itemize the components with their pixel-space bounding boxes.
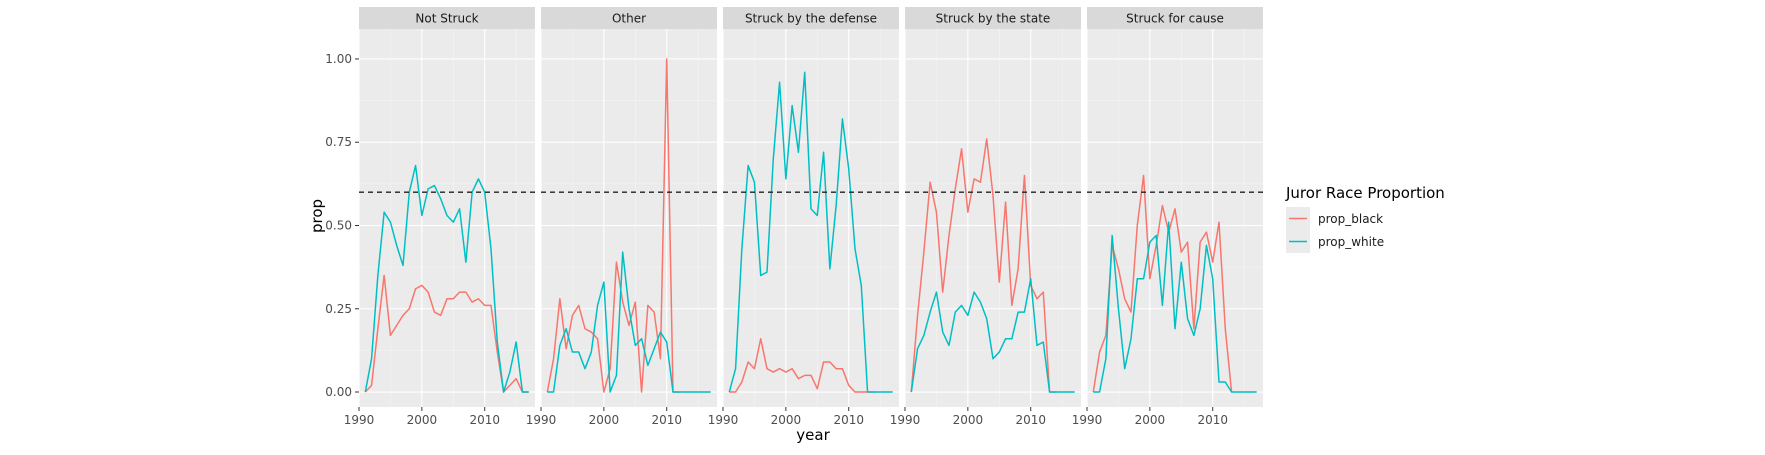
y-tick-label: 0.75 bbox=[325, 135, 352, 149]
x-tick-label: 2000 bbox=[589, 413, 620, 427]
legend-label-prop-white: prop_white bbox=[1318, 235, 1384, 249]
facet-label-struck-by-the-state: Struck by the state bbox=[936, 12, 1051, 26]
series-line-prop-white-struck-by-the-state bbox=[910, 278, 1075, 393]
x-tick-label: 1990 bbox=[526, 413, 557, 427]
x-tick-label: 2010 bbox=[469, 413, 500, 427]
x-tick-label: 1990 bbox=[890, 413, 921, 427]
legend-label-prop-black: prop_black bbox=[1318, 212, 1383, 226]
x-axis-title: year bbox=[796, 426, 830, 444]
facet-struck-by-the-state: Struck by the state bbox=[904, 7, 1081, 407]
y-tick-label: 0.25 bbox=[325, 302, 352, 316]
x-tick-label: 1990 bbox=[344, 413, 375, 427]
legend-entry-prop-black: prop_black bbox=[1286, 207, 1383, 230]
facet-label-other: Other bbox=[612, 12, 646, 26]
x-tick-label: 2000 bbox=[1135, 413, 1166, 427]
x-tick-label: 2010 bbox=[651, 413, 682, 427]
series-line-prop-black-struck-for-cause bbox=[1092, 174, 1233, 393]
x-tick-label: 1990 bbox=[1072, 413, 1103, 427]
series-line-prop-white-other bbox=[547, 251, 711, 393]
panel-background-struck-by-the-state bbox=[905, 29, 1081, 407]
facet-panels: Not Struck Other Struck by the defense Stru… bbox=[358, 7, 1263, 407]
x-tick-label: 2000 bbox=[953, 413, 984, 427]
facet-strip-struck-for-cause bbox=[1087, 7, 1263, 29]
x-tick-label: 2000 bbox=[407, 413, 438, 427]
legend-title: Juror Race Proportion bbox=[1285, 184, 1445, 202]
y-tick-label: 1.00 bbox=[325, 52, 352, 66]
facet-struck-by-the-defense: Struck by the defense bbox=[722, 7, 899, 407]
y-axis-title: prop bbox=[308, 199, 326, 233]
panel-background-struck-by-the-defense bbox=[723, 29, 899, 407]
series-line-prop-white-not-struck bbox=[364, 164, 529, 393]
facet-other: Other bbox=[540, 7, 717, 407]
facet-label-struck-for-cause: Struck for cause bbox=[1126, 12, 1224, 26]
facet-struck-for-cause: Struck for cause bbox=[1086, 7, 1263, 407]
facet-strip-not-struck bbox=[359, 7, 535, 29]
series-line-prop-white-struck-for-cause bbox=[1093, 221, 1257, 393]
x-tick-label: 2000 bbox=[771, 413, 802, 427]
panel-background-struck-for-cause bbox=[1087, 29, 1263, 407]
y-axis: 0.00 0.25 0.50 0.75 1.00 bbox=[325, 52, 359, 399]
facet-strip-struck-by-the-state bbox=[905, 7, 1081, 29]
facet-strip-struck-by-the-defense bbox=[723, 7, 899, 29]
y-tick-label: 0.00 bbox=[325, 385, 352, 399]
x-tick-label: 2010 bbox=[1015, 413, 1046, 427]
x-axes: 1990 2000 2010 1990 2000 2010 1990 2000 2010 1990… bbox=[344, 407, 1228, 427]
x-tick-label: 2010 bbox=[833, 413, 864, 427]
series-line-prop-black-other bbox=[546, 58, 680, 393]
series-line-prop-white-struck-by-the-defense bbox=[728, 71, 893, 393]
legend-entry-prop-white: prop_white bbox=[1286, 230, 1384, 253]
x-tick-label: 2010 bbox=[1197, 413, 1228, 427]
legend: Juror Race Proportion prop_black prop_wh… bbox=[1285, 184, 1445, 253]
facet-strip-other bbox=[541, 7, 717, 29]
x-tick-label: 1990 bbox=[708, 413, 739, 427]
y-tick-label: 0.50 bbox=[325, 218, 352, 232]
facet-not-struck: Not Struck bbox=[358, 7, 535, 407]
facet-label-struck-by-the-defense: Struck by the defense bbox=[745, 12, 877, 26]
series-line-prop-black-struck-by-the-defense bbox=[729, 337, 874, 393]
facet-label-not-struck: Not Struck bbox=[415, 12, 478, 26]
